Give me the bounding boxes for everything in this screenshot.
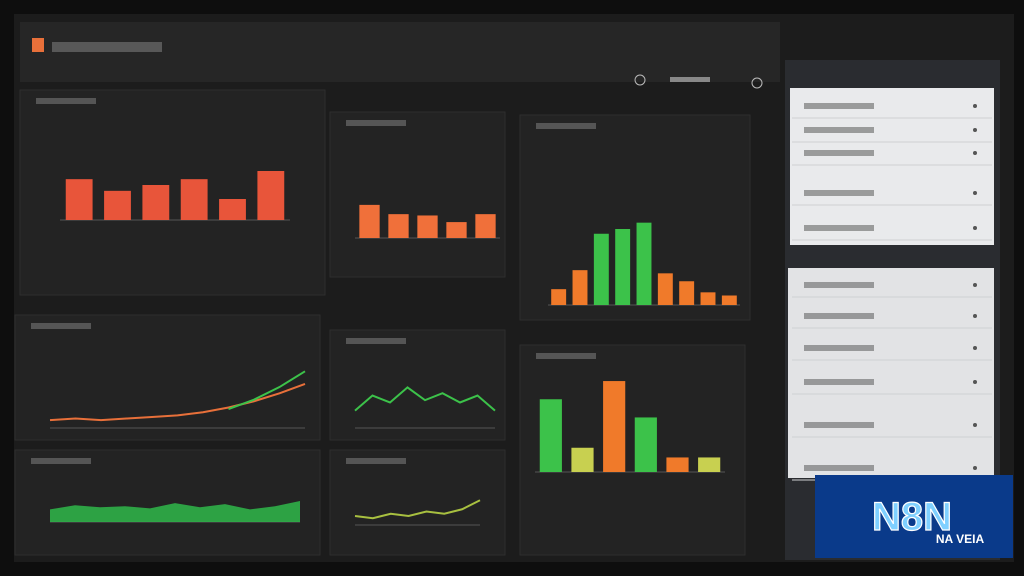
logo-subtext: NA VEIA	[936, 532, 985, 546]
bar	[180, 179, 208, 220]
list-rows	[792, 103, 992, 481]
panel-title	[346, 458, 406, 464]
bar	[417, 215, 438, 238]
line	[354, 386, 496, 412]
bar	[679, 281, 695, 305]
row-chevron[interactable]	[973, 380, 977, 384]
bar	[634, 417, 657, 472]
search-icon[interactable]	[634, 74, 646, 86]
row-chevron[interactable]	[973, 104, 977, 108]
bar	[666, 457, 689, 472]
logo: N8N NA VEIA	[815, 475, 1013, 558]
bar	[446, 222, 467, 238]
panel-title	[346, 338, 406, 344]
app-icon	[32, 38, 44, 52]
bar	[593, 233, 609, 305]
bar	[219, 199, 246, 220]
list-row	[804, 282, 874, 288]
list-row	[804, 422, 874, 428]
bar	[615, 229, 631, 305]
list-row	[804, 345, 874, 351]
list-row	[804, 313, 874, 319]
bar	[551, 289, 567, 305]
panel	[329, 329, 506, 441]
panel	[329, 111, 506, 278]
panel	[14, 449, 321, 556]
list-row	[804, 379, 874, 385]
bar	[65, 179, 93, 220]
bar	[700, 292, 716, 305]
bar	[359, 204, 380, 238]
panel-title	[536, 123, 596, 129]
row-chevron[interactable]	[973, 314, 977, 318]
list-row	[804, 225, 874, 231]
row-chevron[interactable]	[973, 151, 977, 155]
list-row	[804, 190, 874, 196]
row-chevron[interactable]	[973, 191, 977, 195]
row-chevron[interactable]	[973, 346, 977, 350]
bar	[603, 381, 626, 472]
row-chevron[interactable]	[973, 423, 977, 427]
area	[50, 501, 300, 522]
logo-text: N8N	[872, 495, 952, 539]
bar	[388, 214, 409, 238]
line	[354, 499, 481, 520]
bar	[142, 185, 170, 220]
app-title	[52, 42, 162, 52]
panel-title	[36, 98, 96, 104]
panel-title	[536, 353, 596, 359]
list-card	[790, 88, 994, 245]
menu-item[interactable]	[670, 77, 710, 82]
bar	[572, 270, 588, 305]
bar	[636, 222, 652, 305]
bar	[721, 295, 737, 305]
panel-title	[31, 323, 91, 329]
bar	[539, 399, 562, 472]
bar	[698, 457, 721, 472]
line	[228, 370, 306, 411]
line	[49, 382, 306, 422]
panels	[14, 89, 751, 556]
panel	[14, 314, 321, 441]
bar	[104, 190, 131, 220]
list-row	[804, 103, 874, 109]
list-row	[804, 127, 874, 133]
row-chevron[interactable]	[973, 283, 977, 287]
list-row	[804, 150, 874, 156]
panel	[329, 449, 506, 556]
row-chevron[interactable]	[973, 466, 977, 470]
bar	[257, 171, 285, 220]
row-chevron[interactable]	[973, 128, 977, 132]
bar	[657, 273, 673, 305]
logo-bg	[815, 475, 1013, 558]
row-chevron[interactable]	[973, 226, 977, 230]
panel-title	[346, 120, 406, 126]
bar	[571, 447, 594, 472]
list-row	[804, 465, 874, 471]
panel	[519, 114, 751, 321]
settings-icon[interactable]	[751, 77, 763, 89]
panel-title	[31, 458, 91, 464]
bar	[475, 214, 496, 238]
list-card	[788, 268, 994, 478]
